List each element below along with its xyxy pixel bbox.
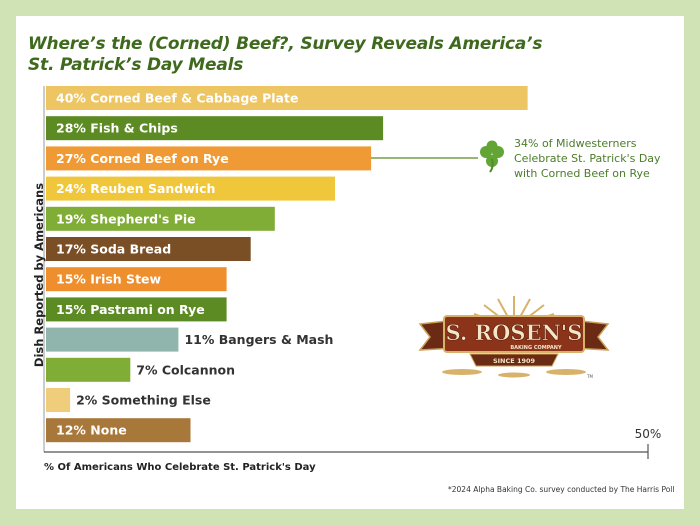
survey-footnote: *2024 Alpha Baking Co. survey conducted … xyxy=(448,485,675,494)
bar-label-3: 24% Reuben Sandwich xyxy=(56,181,215,196)
bar-5 xyxy=(46,237,251,261)
chart-title-line-2: St. Patrick’s Day Meals xyxy=(28,55,244,75)
callout-line-1: 34% of Midwesterners xyxy=(514,137,637,150)
logo-banner xyxy=(443,315,585,353)
bar-3 xyxy=(46,176,335,201)
bar-0 xyxy=(46,86,528,110)
bar-7 xyxy=(46,297,227,322)
callout-line-2: Celebrate St. Patrick's Day xyxy=(514,152,661,165)
wheat-stalks xyxy=(442,369,586,378)
chart-title-line-1: Where’s the (Corned) Beef?, Survey Revea… xyxy=(28,34,543,54)
bar-label-10: 2% Something Else xyxy=(76,393,211,408)
y-axis-label: Dish Reported by Americans xyxy=(32,182,46,368)
x-axis-label: % Of Americans Who Celebrate St. Patrick… xyxy=(44,462,316,473)
bar-11 xyxy=(46,418,191,443)
bar-label-9: 7% Colcannon xyxy=(136,362,235,377)
bar-10 xyxy=(46,388,71,412)
bar-4 xyxy=(46,206,275,231)
bar-6 xyxy=(46,267,227,292)
logo-sub: BAKING COMPANY xyxy=(510,345,562,351)
logo-since-plate xyxy=(469,353,559,367)
bar-label-11: 12% None xyxy=(56,423,127,438)
bar-8 xyxy=(46,327,179,352)
x-tick-label-50: 50% xyxy=(635,427,662,441)
bar-label-8: 11% Bangers & Mash xyxy=(184,332,333,347)
logo-name: S. ROSEN'S xyxy=(446,320,583,345)
bar-label-7: 15% Pastrami on Rye xyxy=(56,302,205,317)
bar-2 xyxy=(46,146,372,171)
bar-label-1: 28% Fish & Chips xyxy=(56,121,178,136)
bar-label-2: 27% Corned Beef on Rye xyxy=(56,151,229,166)
bar-label-4: 19% Shepherd's Pie xyxy=(56,211,196,226)
bar-1 xyxy=(46,116,384,141)
bar-label-0: 40% Corned Beef & Cabbage Plate xyxy=(56,91,298,106)
callout-line-3: with Corned Beef on Rye xyxy=(514,167,650,180)
logo-tm: TM xyxy=(586,374,593,379)
bar-label-5: 17% Soda Bread xyxy=(56,242,171,257)
logo-since: SINCE 1909 xyxy=(493,357,536,365)
bar-9 xyxy=(46,357,131,382)
bar-label-6: 15% Irish Stew xyxy=(56,272,162,287)
s-rosens-logo: S. ROSEN'S BAKING COMPANY SINCE 1909 TM xyxy=(418,296,610,379)
bars-layer: 40% Corned Beef & Cabbage Plate 28% Fish … xyxy=(46,86,528,443)
midwest-callout: 34% of Midwesterners Celebrate St. Patri… xyxy=(514,136,684,181)
chart-title: Where’s the (Corned) Beef?, Survey Revea… xyxy=(28,34,588,76)
shamrock-icon xyxy=(480,140,504,173)
